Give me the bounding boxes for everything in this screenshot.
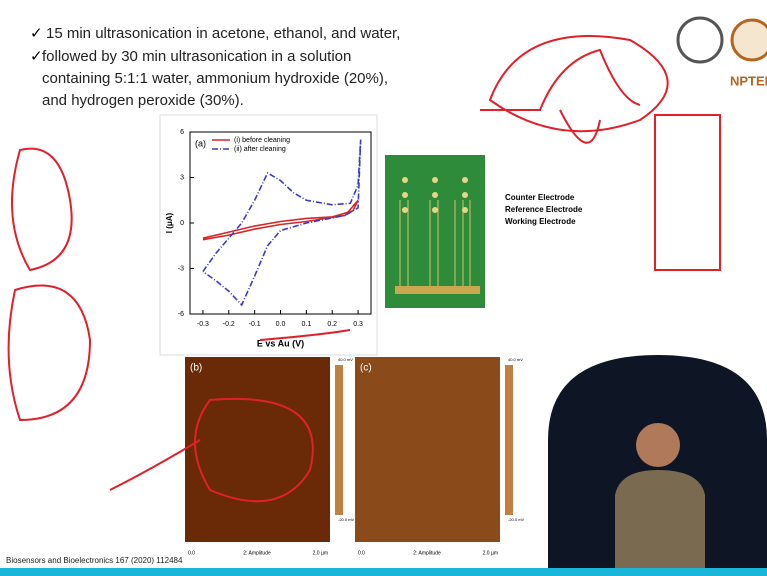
- x-tick-label: 0.3: [353, 321, 363, 328]
- afm-scale: -20.0 mV: [338, 517, 355, 522]
- presenter: [615, 470, 705, 576]
- bullet: 15 min ultrasonication in acetone, ethan…: [46, 25, 400, 42]
- electrode-label: Counter Electrode: [505, 193, 575, 202]
- bullet-box: followed by 30 min ultrasonication in a …: [42, 46, 392, 116]
- x-tick-label: 0.2: [327, 321, 337, 328]
- x-tick-label: 0.0: [276, 321, 286, 328]
- x-tick-label: -0.1: [249, 321, 261, 328]
- bottom-bar: [0, 568, 767, 576]
- y-tick-label: 6: [180, 129, 184, 136]
- afm-caption: 2: Amplitude: [243, 550, 271, 556]
- presenter: [636, 423, 680, 467]
- electrode-label: Reference Electrode: [505, 205, 583, 214]
- x-tick-label: -0.3: [197, 321, 209, 328]
- citation: Biosensors and Bioelectronics 167 (2020)…: [6, 556, 183, 565]
- afm-axis: 0.0: [188, 550, 195, 556]
- y-tick-label: 3: [180, 174, 184, 181]
- afm-scale: 40.0 mV: [338, 357, 353, 362]
- y-axis-label: I (μA): [165, 212, 174, 233]
- scale-bar: [335, 365, 343, 515]
- afm-image: [355, 357, 500, 542]
- afm-scale: -20.0 mV: [508, 517, 525, 522]
- y-tick-label: -3: [178, 265, 184, 272]
- slide: ✓ 15 min ultrasonication in acetone, eth…: [0, 0, 767, 576]
- electrode-label: Working Electrode: [505, 217, 576, 226]
- y-tick-label: -6: [178, 311, 184, 318]
- check: ✓: [30, 25, 43, 42]
- bullet: followed by 30 min ultrasonication in a …: [42, 46, 392, 112]
- logo: [732, 20, 767, 60]
- afm-caption: 2: Amplitude: [413, 550, 441, 556]
- scale-bar: [505, 365, 513, 515]
- afm-axis: 2.0 µm: [313, 550, 328, 556]
- page: ✓ 15 min ultrasonication in acetone, eth…: [0, 0, 767, 576]
- x-tick-label: 0.1: [301, 321, 311, 328]
- afm-label: (c): [360, 363, 372, 374]
- afm-axis: 0.0: [358, 550, 365, 556]
- x-tick-label: -0.2: [223, 321, 235, 328]
- afm-image: [185, 357, 330, 542]
- afm-label: (b): [190, 363, 202, 374]
- logo: [678, 18, 722, 62]
- check: ✓: [30, 48, 43, 65]
- afm-axis: 2.0 µm: [483, 550, 498, 556]
- legend-label: (ii) after cleaning: [234, 146, 286, 153]
- afm-scale: 40.0 mV: [508, 357, 523, 362]
- y-tick-label: 0: [180, 220, 184, 227]
- logo-text: NPTEL: [730, 73, 767, 88]
- legend-label: (i) before cleaning: [234, 137, 290, 144]
- panel-label: (a): [195, 138, 206, 148]
